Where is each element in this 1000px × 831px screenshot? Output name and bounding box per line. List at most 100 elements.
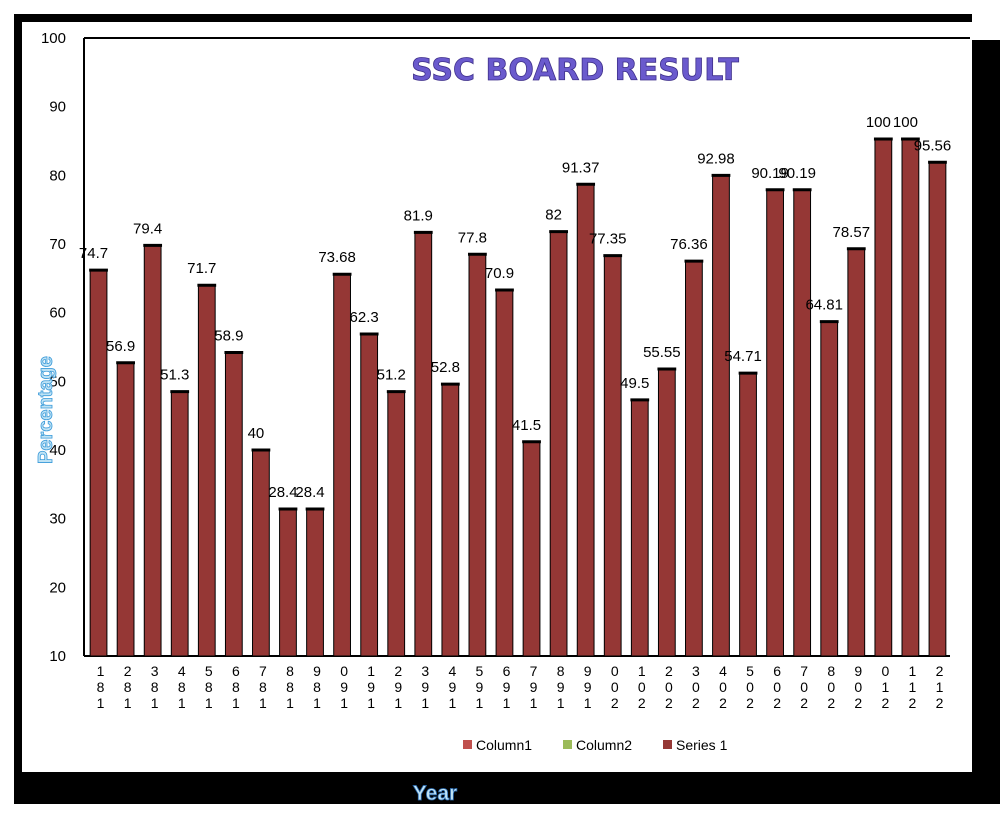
bar	[712, 174, 730, 657]
x-axis-title: Year	[413, 782, 457, 805]
data-label: 77.35	[589, 231, 627, 248]
bar	[279, 508, 297, 657]
data-label: 49.5	[620, 375, 649, 392]
legend-swatch-column2	[563, 740, 572, 749]
y-tick-label: 50	[49, 373, 66, 390]
bar	[766, 189, 784, 657]
data-label: 76.36	[670, 236, 708, 253]
bar	[793, 189, 812, 657]
data-label: 73.68	[318, 249, 356, 266]
data-label: 51.3	[160, 367, 189, 384]
data-label: 28.4	[295, 484, 324, 501]
y-tick-label: 90	[49, 99, 66, 116]
bar	[820, 321, 839, 657]
legend-label-column1: Column1	[476, 737, 532, 753]
chart-title: SSC BOARD RESULT	[411, 53, 739, 88]
bar	[468, 253, 487, 657]
data-label: 100	[866, 114, 891, 131]
data-label: 100	[893, 114, 918, 131]
bar	[576, 183, 595, 657]
bar	[360, 333, 379, 657]
data-labels: 74.7 56.9 79.4 51.3 71.7 58.9 40 28.428.4 73.68 6…	[79, 114, 951, 501]
data-label: 92.98	[697, 150, 735, 167]
bar	[549, 231, 568, 657]
bar	[495, 289, 514, 657]
y-tick-label: 80	[49, 167, 66, 184]
y-tick-labels: 10 20 30 40 50 60 70 80 90 100	[41, 30, 66, 665]
y-tick-label: 70	[49, 236, 66, 253]
data-label: 82	[545, 207, 562, 224]
data-label: 58.9	[214, 327, 243, 344]
data-label: 71.7	[187, 260, 216, 277]
bar	[116, 362, 135, 657]
y-tick-label: 20	[49, 579, 66, 596]
legend-label-series1: Series 1	[676, 737, 728, 753]
bar	[441, 383, 460, 657]
data-label: 81.9	[404, 207, 433, 224]
legend: Column1 Column2 Series 1	[463, 737, 728, 753]
bars	[89, 137, 947, 657]
data-label: 40	[248, 425, 265, 442]
bar	[197, 284, 216, 657]
data-label: 79.4	[133, 220, 162, 237]
bar	[224, 351, 243, 657]
bar	[306, 508, 324, 657]
y-tick-label: 10	[49, 648, 66, 665]
data-label: 54.71	[724, 348, 762, 365]
data-label: 78.57	[833, 224, 871, 241]
data-label: 95.56	[914, 137, 952, 154]
bar	[522, 441, 541, 657]
data-label: 41.5	[512, 417, 541, 434]
bar	[874, 138, 893, 657]
data-label: 51.2	[377, 367, 406, 384]
data-label: 77.8	[458, 229, 487, 246]
data-label: 70.9	[485, 265, 514, 282]
bar	[387, 391, 406, 657]
bar	[252, 449, 270, 657]
bar	[603, 255, 622, 657]
data-label: 28.4	[268, 484, 297, 501]
data-label: 55.55	[643, 344, 681, 361]
data-label: 90.19	[751, 165, 789, 182]
legend-swatch-column1	[463, 740, 472, 749]
y-tick-label: 60	[49, 305, 66, 322]
data-label: 64.81	[805, 297, 843, 314]
y-tick-label: 100	[41, 30, 66, 47]
bar	[657, 368, 676, 657]
bar	[901, 138, 920, 657]
bar	[333, 273, 351, 657]
bar	[170, 391, 189, 657]
bar	[928, 161, 947, 657]
data-label: 56.9	[106, 338, 135, 355]
bar	[739, 372, 757, 657]
y-axis-title: Percentage	[35, 356, 57, 464]
bar	[143, 244, 162, 657]
bar	[414, 231, 433, 657]
